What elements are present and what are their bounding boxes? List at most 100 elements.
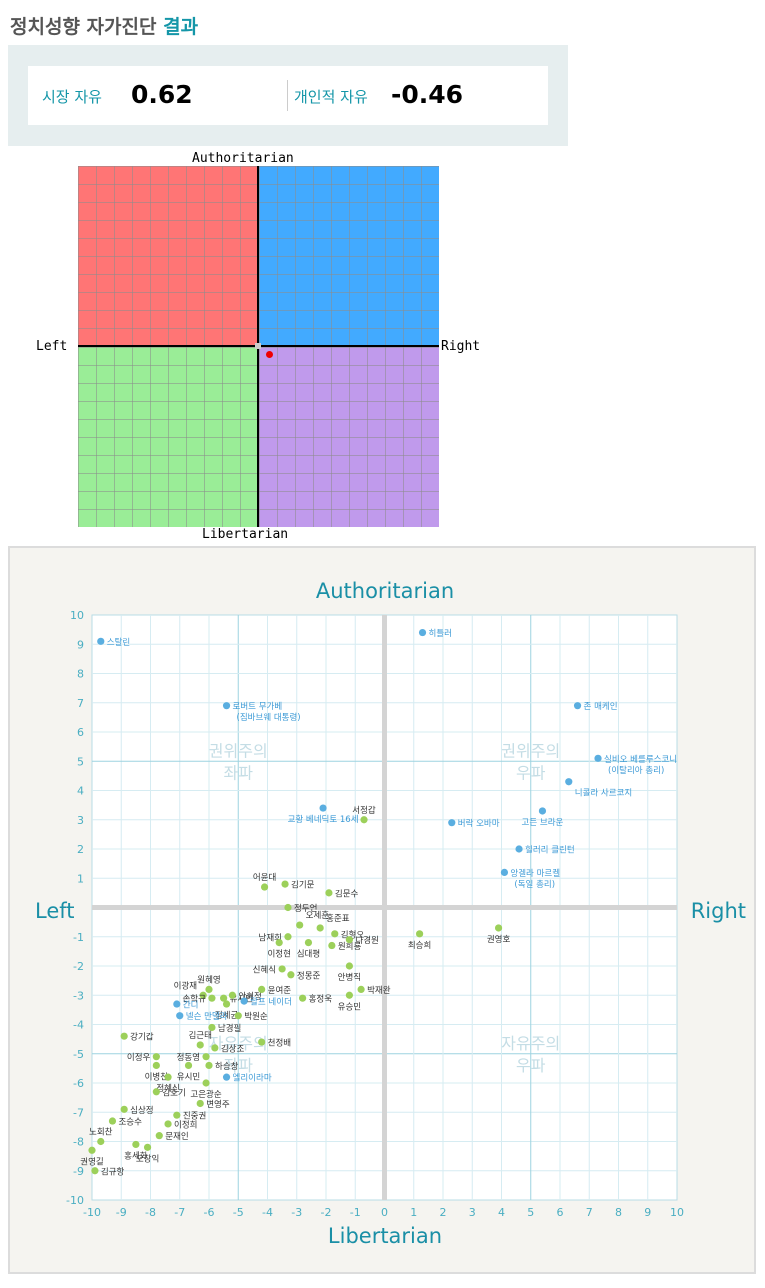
score-card: 시장 자유 0.62 개인적 자유 -0.46 (28, 66, 548, 125)
scatter-point (284, 933, 292, 941)
scatter-point (202, 1079, 210, 1087)
point-label: 고은광순 (190, 1089, 221, 1100)
x-tick-label: 1 (410, 1206, 417, 1219)
score-summary: 시장 자유 0.62 개인적 자유 -0.46 (8, 45, 568, 146)
compass-top-label: Authoritarian (192, 151, 294, 166)
scatter-point (500, 868, 509, 876)
y-tick-label: 3 (77, 814, 84, 827)
point-label: 남경필 (218, 1023, 241, 1034)
scatter-point (258, 1038, 266, 1046)
scatter-point (164, 1120, 172, 1128)
scatter-point (494, 924, 503, 932)
scatter-point (573, 702, 582, 710)
left-axis-title: Left (35, 899, 75, 923)
point-label: 박재완 (367, 985, 391, 996)
point-label: 이정우 (127, 1052, 151, 1063)
political-compass (78, 166, 439, 527)
point-label: 안병직 (338, 972, 361, 983)
point-label: 심상정 (130, 1105, 153, 1116)
scatter-point (196, 1041, 204, 1049)
y-tick-label: -9 (73, 1165, 84, 1178)
scatter-point (208, 1023, 216, 1032)
point-label: 이정희 (174, 1119, 197, 1130)
scatter-point (132, 1140, 140, 1149)
quadrant-label: 우파 (516, 763, 546, 782)
point-label: 간디 (183, 1000, 199, 1011)
point-label: 조승수 (118, 1118, 142, 1128)
scatter-point (258, 985, 266, 993)
scatter-point (260, 883, 269, 891)
scatter-point (345, 991, 353, 999)
point-label: 원혜영 (197, 974, 220, 985)
x-tick-label: 2 (440, 1206, 447, 1219)
point-label: 최승희 (408, 940, 431, 951)
x-tick-label: 3 (469, 1206, 476, 1219)
point-label: 원희룡 (338, 941, 362, 952)
point-label: 신혜식 (253, 965, 276, 975)
y-tick-label: -3 (73, 989, 84, 1002)
x-tick-label: 6 (557, 1206, 564, 1219)
scatter-point (88, 1146, 96, 1154)
scatter-point (202, 1053, 210, 1061)
user-position-dot (265, 350, 273, 358)
scatter-point (173, 1111, 181, 1119)
x-tick-label: 8 (615, 1206, 622, 1219)
quadrant-label: 좌파 (224, 1056, 254, 1075)
scatter-point (120, 1032, 128, 1040)
scatter-point (199, 991, 207, 999)
scatter-point (515, 845, 523, 853)
quadrant-label: 우파 (516, 1056, 546, 1075)
point-label: 김근태 (188, 1030, 211, 1041)
scatter-point (357, 985, 365, 993)
chart-title: Authoritarian (316, 579, 454, 603)
point-label: 손학규 (182, 994, 206, 1005)
y-tick-label: -10 (66, 1194, 84, 1207)
point-label: 이병천 (145, 1071, 168, 1082)
y-tick-label: 5 (77, 755, 84, 768)
point-label: 정혜신 (156, 1083, 179, 1094)
y-tick-label: -7 (73, 1106, 84, 1119)
scatter-point (205, 1061, 213, 1070)
quadrant-authoritarian-right (259, 166, 439, 346)
scatter-point (284, 903, 292, 912)
y-tick-label: 1 (77, 872, 84, 885)
x-tick-label: -9 (116, 1206, 127, 1219)
compass-left-label: Left (36, 339, 68, 354)
point-label: 로버트 무가베 (233, 701, 283, 712)
point-label: 고든 브라운 (522, 818, 564, 828)
point-label: 랄프 네이더 (250, 997, 292, 1008)
scatter-point (176, 1012, 184, 1020)
point-label: 실비오 베를루스코니 (604, 754, 677, 765)
point-label: 서정갑 (352, 805, 376, 816)
scatter-point (345, 936, 353, 944)
point-label: 박원순 (244, 1011, 268, 1022)
point-label: 교황 베네딕토 16세 (288, 814, 359, 825)
point-label: 안희정 (238, 991, 261, 1002)
scatter-point (173, 1000, 181, 1008)
scatter-point (155, 1132, 163, 1140)
quadrant-label: 권위주의 (209, 741, 268, 760)
scatter-point (360, 816, 368, 824)
scatter-point (108, 1117, 117, 1125)
scatter-point (448, 819, 456, 827)
point-label: 홍정욱 (309, 994, 333, 1005)
y-tick-label: 4 (77, 785, 84, 798)
scatter-point (275, 939, 283, 947)
point-label: 김문수 (335, 888, 359, 899)
point-label: 변영주 (206, 1099, 230, 1110)
scatter-point (220, 994, 228, 1002)
point-label: 오창익 (136, 1153, 159, 1164)
point-label: 진중권 (183, 1111, 206, 1122)
scatter-point (97, 637, 105, 645)
scatter-point (222, 1073, 231, 1081)
point-label: 김기문 (291, 880, 315, 891)
point-label: 심대평 (297, 949, 320, 960)
y-tick-label: 7 (77, 697, 84, 710)
x-tick-label: -10 (83, 1206, 101, 1219)
scatter-point (345, 962, 353, 970)
scatter-point (222, 702, 231, 710)
point-label: 권영호 (487, 934, 511, 945)
point-label: 김규항 (101, 1166, 125, 1177)
compass-origin-marker (255, 343, 261, 349)
quadrant-label: 권위주의 (501, 741, 560, 760)
